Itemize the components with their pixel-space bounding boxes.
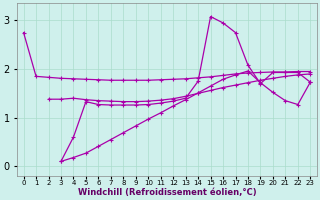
X-axis label: Windchill (Refroidissement éolien,°C): Windchill (Refroidissement éolien,°C)	[78, 188, 256, 197]
